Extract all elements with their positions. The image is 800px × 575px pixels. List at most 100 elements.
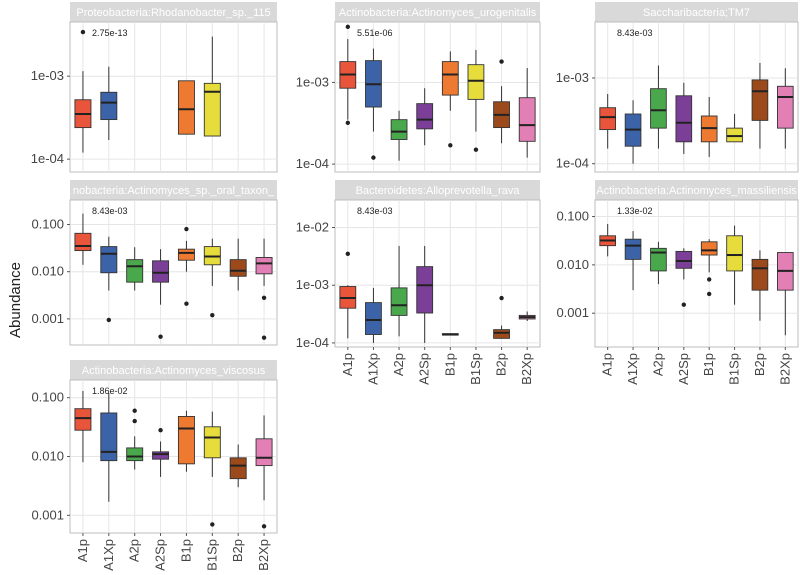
y-tick-label: 0.001 [556,305,589,320]
x-tick-label: B2p [230,539,245,562]
y-tick-label: 1e-04 [556,156,589,171]
box-B1Sp [203,426,221,459]
box-B2Xp [255,257,273,275]
outlier-point [210,312,215,318]
y-tick-label: 1e-04 [296,156,329,171]
panel-2: Actinobacteria:Actinomyces_urogenitalis 1… [296,2,541,173]
x-tick-label: B2p [752,353,767,376]
panel-7: Actinobacteria:Actinomyces_viscosus 0.100… [31,360,278,571]
box-B1Sp [726,235,743,272]
outlier-point [371,155,376,160]
p-value-annotation: 5.51e-06 [357,28,393,38]
outlier-point [106,317,112,323]
box-B2Xp [255,438,273,467]
box-A2Sp [416,266,434,314]
panel-background [334,21,541,173]
outlier-point [499,295,504,301]
box-A2Sp [152,260,170,283]
p-value-annotation: 2.75e-13 [92,28,128,38]
y-tick-label: 1e-03 [556,70,589,85]
box-B1Sp [203,82,221,137]
panel-strip [335,2,540,22]
y-tick-label: 1e-03 [296,74,329,89]
box-B2p [751,258,769,291]
box-B2p [229,259,247,277]
x-tick-label: B2Xp [777,353,792,385]
box-A2Sp [675,250,693,269]
panel-strip [70,360,277,380]
outlier-point [345,24,351,30]
box-A1Xp [100,91,118,121]
p-value-annotation: 8.43e-03 [92,206,128,216]
panel-5: Bacteroidetes:Alloprevotella_rava 1e-02 1e… [296,180,541,385]
box-B2Xp [518,97,536,142]
y-tick-label: 1e-03 [296,277,329,292]
box-A2p [390,119,408,140]
box-B2p [493,329,510,339]
x-tick-label: A1p [75,539,90,562]
x-tick-label: A2p [127,539,142,562]
box-B2p [751,79,769,121]
y-tick-label: 1e-02 [296,220,329,235]
outlier-point [184,301,189,306]
panel-strip [70,180,277,200]
x-tick-label: B2p [494,353,509,376]
x-tick-label: A2Sp [153,539,168,571]
p-value-annotation: 8.43e-03 [357,206,393,216]
outlier-point [499,59,504,64]
x-tick-label: A2p [650,353,665,376]
box-A1p [599,107,617,131]
panels-layer: Proteobacteria:Rhodanobacter_sp._115 1e-0… [31,2,799,571]
outlier-point [706,291,712,297]
outlier-point [184,226,189,232]
x-tick-label: A1p [600,353,615,376]
p-value-annotation: 1.86e-02 [92,386,128,396]
y-tick-label: 0.010 [31,264,64,279]
y-tick-label: 0.001 [31,311,64,326]
box-A1p [74,408,92,431]
x-tick-label: B1Sp [468,353,483,385]
box-A2p [650,88,667,129]
y-axis-label: Abundance [7,262,24,338]
y-tick-label: 1e-03 [31,68,64,83]
x-tick-label: A1Xp [625,353,640,385]
x-tick-label: B1p [701,353,716,376]
y-tick-label: 0.010 [31,449,64,464]
x-tick-label: B2Xp [519,353,534,385]
panel-title: Proteobacteria:Rhodanobacter_sp._115 [76,7,270,19]
p-value-annotation: 8.43e-03 [617,28,653,38]
outlier-point [210,522,215,527]
x-tick-label: A2Sp [417,353,432,385]
box-A2Sp [416,103,434,130]
y-tick-label: 0.100 [31,216,64,231]
x-tick-label: A1Xp [101,539,116,571]
x-tick-label: B1p [178,539,193,562]
panel-strip [335,180,540,200]
p-value-annotation: 1.33e-02 [617,206,653,216]
panel-title: Actinobacteria:Actinomyces_viscosus [82,365,266,377]
outlier-point [681,302,687,307]
x-tick-label: A2Sp [676,353,691,385]
panel-title: Bacteroidetes:Alloprevotella_rava [356,185,521,197]
box-A2p [126,259,144,283]
x-tick-label: A2p [391,353,406,376]
y-tick-label: 1e-04 [296,335,329,350]
panel-strip [595,2,798,22]
outlier-point [158,334,163,339]
y-tick-label: 0.100 [556,209,589,224]
box-A2p [126,447,144,462]
box-A1Xp [100,246,118,274]
outlier-point [261,295,267,300]
box-A2p [650,247,667,272]
panel-3: Saccharibacteria;TM7 1e-03 1e-04 8.43e-03 [556,2,799,173]
outlier-point [132,408,137,413]
panel-strip [595,180,798,200]
box-A2p [390,287,408,316]
outlier-point [261,335,267,340]
box-B1p [177,415,195,465]
box-B1Sp [467,64,485,100]
box-A2Sp [675,95,693,143]
box-B1p [177,248,195,261]
panel-strip [70,2,277,22]
